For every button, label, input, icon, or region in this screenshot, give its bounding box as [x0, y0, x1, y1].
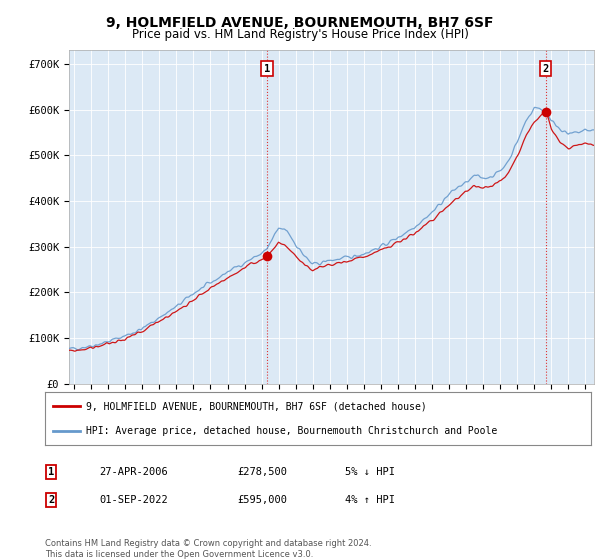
- Text: £278,500: £278,500: [237, 467, 287, 477]
- Text: 1: 1: [48, 467, 54, 477]
- Text: 4% ↑ HPI: 4% ↑ HPI: [345, 495, 395, 505]
- Text: Price paid vs. HM Land Registry's House Price Index (HPI): Price paid vs. HM Land Registry's House …: [131, 28, 469, 41]
- Text: 01-SEP-2022: 01-SEP-2022: [99, 495, 168, 505]
- Text: 1: 1: [264, 64, 270, 74]
- Text: HPI: Average price, detached house, Bournemouth Christchurch and Poole: HPI: Average price, detached house, Bour…: [86, 426, 497, 436]
- Text: 27-APR-2006: 27-APR-2006: [99, 467, 168, 477]
- Text: £595,000: £595,000: [237, 495, 287, 505]
- Text: 5% ↓ HPI: 5% ↓ HPI: [345, 467, 395, 477]
- Text: 2: 2: [542, 64, 549, 74]
- Text: 9, HOLMFIELD AVENUE, BOURNEMOUTH, BH7 6SF (detached house): 9, HOLMFIELD AVENUE, BOURNEMOUTH, BH7 6S…: [86, 402, 427, 412]
- Text: Contains HM Land Registry data © Crown copyright and database right 2024.
This d: Contains HM Land Registry data © Crown c…: [45, 539, 371, 559]
- Text: 2: 2: [48, 495, 54, 505]
- Text: 9, HOLMFIELD AVENUE, BOURNEMOUTH, BH7 6SF: 9, HOLMFIELD AVENUE, BOURNEMOUTH, BH7 6S…: [106, 16, 494, 30]
